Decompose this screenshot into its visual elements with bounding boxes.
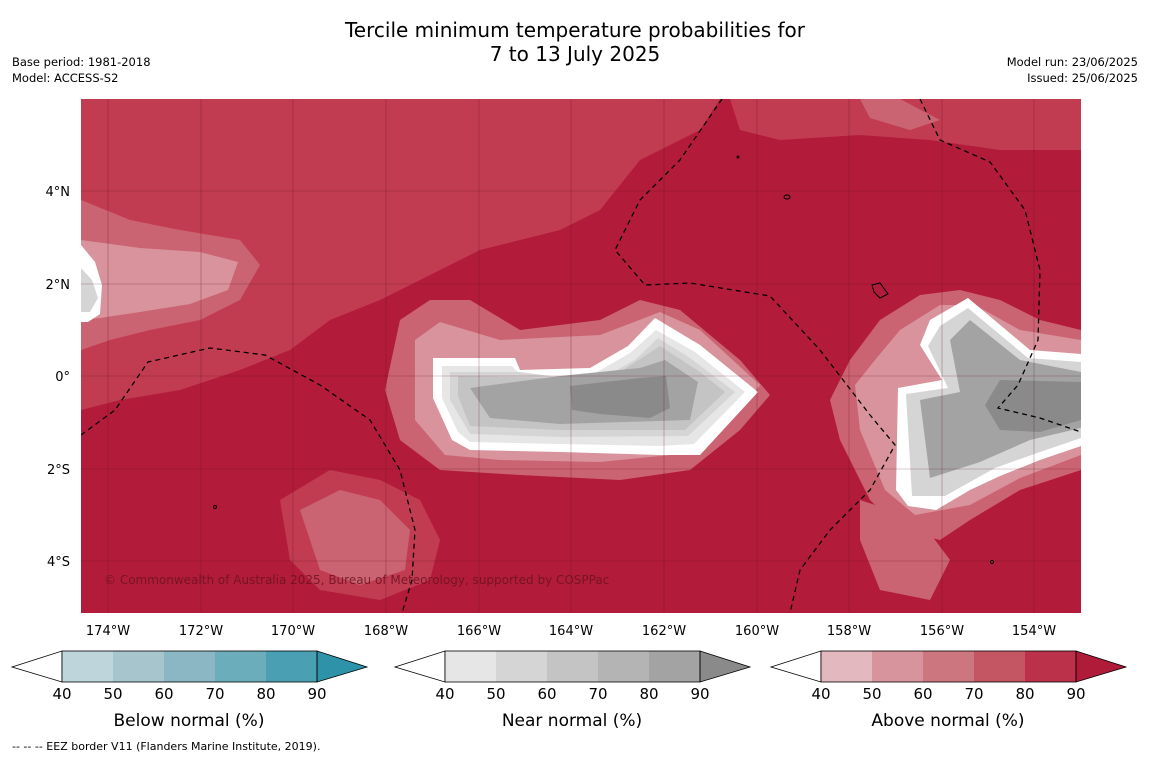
meta-left: Base period: 1981-2018 Model: ACCESS-S2 (12, 54, 151, 86)
cbar-tick: 70 (205, 685, 224, 703)
title-line-2: 7 to 13 July 2025 (489, 42, 661, 66)
cbar-tick: 80 (256, 685, 275, 703)
eez-borders (81, 99, 1081, 613)
cbar-tick: 90 (690, 685, 709, 703)
cbar-extend-high (1075, 650, 1128, 683)
base-period-text: Base period: 1981-2018 (12, 55, 151, 69)
cbar-swatch (547, 651, 598, 682)
cbar-extend-low (10, 650, 63, 683)
cbar-tick: 40 (52, 685, 71, 703)
lon-tick: 154°W (1012, 624, 1056, 639)
cbar-swatch (62, 651, 113, 682)
cbar-swatch (923, 651, 974, 682)
cbar-tick: 60 (154, 685, 173, 703)
lon-tick: 166°W (457, 624, 501, 639)
cbar-tick: 50 (862, 685, 881, 703)
cbar-label-below: Below normal (%) (114, 711, 265, 731)
lon-tick: 170°W (271, 624, 315, 639)
cbar-extend-low (393, 650, 446, 683)
near-50-west (81, 268, 98, 312)
cbar-swatch (496, 651, 547, 682)
cbar-swatch (598, 651, 649, 682)
lon-tick: 158°W (827, 624, 871, 639)
lon-tick: 160°W (735, 624, 779, 639)
meta-right: Model run: 23/06/2025 Issued: 25/06/2025 (1007, 54, 1138, 86)
lon-tick: 164°W (549, 624, 593, 639)
cbar-tick: 70 (964, 685, 983, 703)
cbar-tick: 90 (307, 685, 326, 703)
eez-footnote: -- -- -- EEZ border V11 (Flanders Marine… (12, 740, 321, 753)
colorbar-below-normal: 40 50 60 70 80 90 Below normal (%) (10, 650, 369, 731)
latitude-labels: 4°N 2°N 0° 2°S 4°S (46, 185, 71, 570)
near-80-center (570, 376, 670, 418)
lon-tick: 168°W (364, 624, 408, 639)
cbar-tick: 40 (435, 685, 454, 703)
cbar-tick: 70 (588, 685, 607, 703)
gridlines (81, 99, 1081, 613)
colorbar-above-normal: 40 50 60 70 80 90 Above normal (%) (769, 650, 1128, 731)
cbar-swatch (215, 651, 266, 682)
cbar-swatch (1025, 651, 1076, 682)
cbar-label-above: Above normal (%) (871, 711, 1024, 731)
cbar-swatch (445, 651, 496, 682)
cbar-swatch (266, 651, 317, 682)
cbar-swatch (872, 651, 923, 682)
map-field: © Commonwealth of Australia 2025, Bureau… (81, 99, 1081, 613)
colorbar-near-normal: 40 50 60 70 80 90 Near normal (%) (393, 650, 752, 731)
islands (213, 155, 994, 564)
cbar-extend-high (699, 650, 752, 683)
title-line-1: Tercile minimum temperature probabilitie… (344, 18, 806, 42)
longitude-labels: 174°W 172°W 170°W 168°W 166°W 164°W 162°… (86, 624, 1056, 639)
lat-tick: 0° (55, 370, 70, 385)
lat-tick: 2°N (46, 278, 71, 293)
copyright-text: © Commonwealth of Australia 2025, Bureau… (104, 573, 609, 587)
cbar-tick: 50 (486, 685, 505, 703)
cbar-tick: 60 (913, 685, 932, 703)
above-60-region-top (860, 99, 940, 130)
lat-tick: 4°N (46, 185, 71, 200)
lat-tick: 4°S (47, 555, 70, 570)
cbar-extend-high (316, 650, 369, 683)
near-80-east (985, 380, 1081, 432)
chart-title: Tercile minimum temperature probabilitie… (0, 18, 1150, 66)
cbar-swatch (164, 651, 215, 682)
probability-map: © Commonwealth of Australia 2025, Bureau… (10, 99, 1128, 731)
cbar-tick: 90 (1066, 685, 1085, 703)
lat-tick: 2°S (47, 463, 70, 478)
cbar-tick: 80 (639, 685, 658, 703)
cbar-tick: 40 (811, 685, 830, 703)
above-50-region-nw (81, 240, 238, 320)
lon-tick: 172°W (179, 624, 223, 639)
cbar-swatch (113, 651, 164, 682)
model-run-text: Model run: 23/06/2025 (1006, 55, 1138, 69)
cbar-swatch (974, 651, 1025, 682)
cbar-swatch (649, 651, 700, 682)
cbar-swatch (821, 651, 872, 682)
lon-tick: 162°W (642, 624, 686, 639)
issued-text: Issued: 25/06/2025 (1027, 71, 1138, 85)
model-text: Model: ACCESS-S2 (12, 71, 119, 85)
cbar-tick: 60 (537, 685, 556, 703)
above-60-region-se (860, 500, 950, 600)
above-70-region-north (81, 99, 720, 410)
cbar-label-near: Near normal (%) (502, 711, 642, 731)
lon-tick: 156°W (920, 624, 964, 639)
cbar-extend-low (769, 650, 822, 683)
cbar-tick: 50 (103, 685, 122, 703)
above-60-region-south (300, 490, 410, 585)
lon-tick: 174°W (86, 624, 130, 639)
cbar-tick: 80 (1015, 685, 1034, 703)
